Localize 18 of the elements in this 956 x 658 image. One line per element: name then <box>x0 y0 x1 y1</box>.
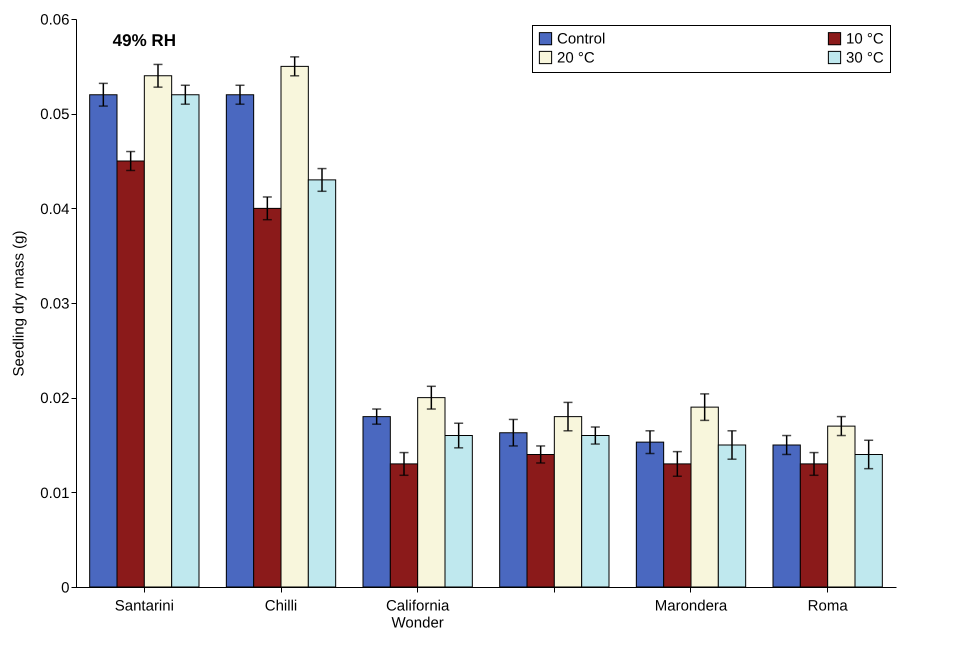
legend-label: Control <box>557 30 606 48</box>
y-tick-label: 0.05 <box>40 106 70 124</box>
y-tick-label: 0.06 <box>40 12 70 28</box>
x-tick-label: Marondera <box>654 598 728 614</box>
legend-label: 10 °C <box>846 30 884 48</box>
y-tick-label: 0 <box>61 580 70 596</box>
x-tick-label: California Wonder <box>386 598 450 632</box>
y-tick-label: 0.03 <box>40 296 70 312</box>
x-tick-label: Santarini <box>114 598 174 614</box>
x-tick-label: Chilli <box>264 598 298 614</box>
x-tick-label: Roma <box>808 598 848 614</box>
y-tick-label: 0.01 <box>40 484 70 502</box>
y-tick-label: 0.02 <box>40 390 70 408</box>
y-tick-label: 0.04 <box>40 200 70 218</box>
y-axis-title: Seedling dry mass (g) <box>10 230 28 376</box>
legend-label: 30 °C <box>846 50 884 66</box>
legend-label: 20 °C <box>557 50 595 66</box>
annotation: 49% RH <box>112 31 176 50</box>
